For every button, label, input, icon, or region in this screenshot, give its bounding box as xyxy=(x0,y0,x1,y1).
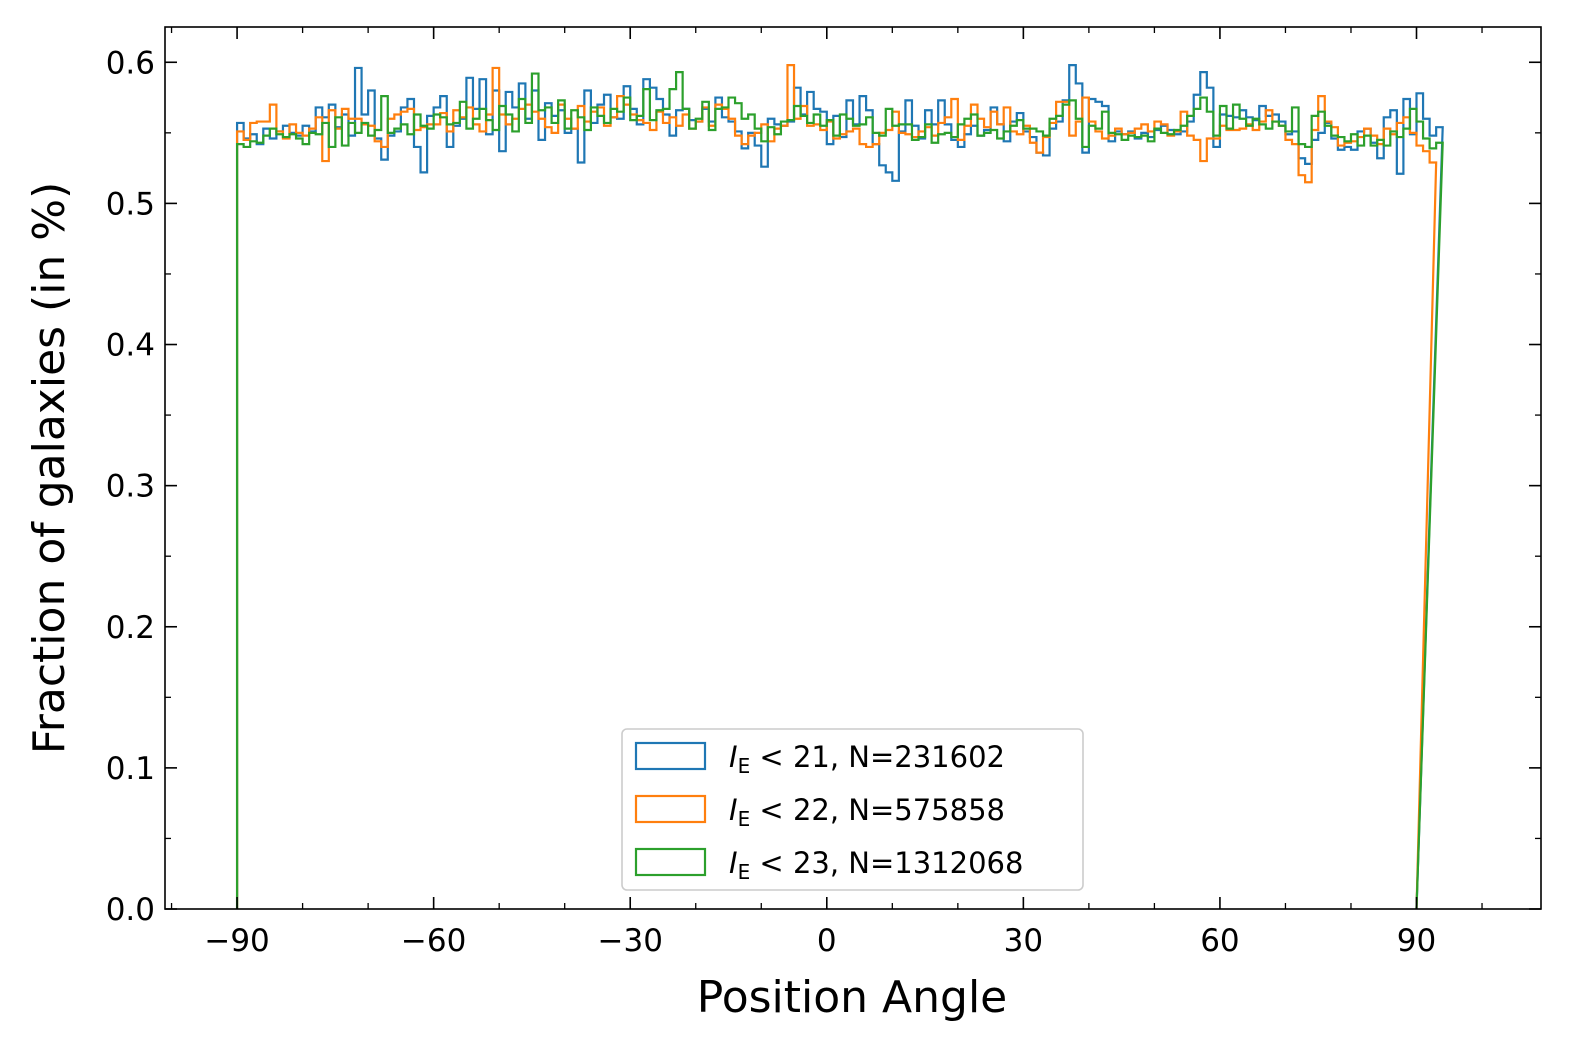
legend-swatch-2 xyxy=(634,794,707,824)
legend-frame xyxy=(621,728,1084,891)
legend: IE < 21, N=231602 IE < 22, N=575858 IE < 2… xyxy=(621,728,1084,891)
x-axis-label: Position Angle xyxy=(697,972,1008,1023)
y-axis-label: Fraction of galaxies (in %) xyxy=(24,182,75,755)
y-tick-label: 0.2 xyxy=(106,610,155,646)
x-tick-label: −30 xyxy=(598,923,663,959)
y-tick-label: 0.4 xyxy=(106,328,155,364)
x-tick-label: −90 xyxy=(204,923,269,959)
series-2-step xyxy=(235,63,1438,910)
y-tick-label: 0.5 xyxy=(106,186,155,222)
legend-label-1: IE < 21, N=231602 xyxy=(729,740,1005,778)
legend-label-3: IE < 23, N=1312068 xyxy=(729,846,1023,884)
y-tick-label: 0.1 xyxy=(106,751,155,787)
x-tick-label: 0 xyxy=(817,923,837,959)
plot-frame xyxy=(164,26,1542,910)
x-tick-label: 90 xyxy=(1397,923,1436,959)
legend-swatch-3 xyxy=(634,847,707,877)
legend-swatch-1 xyxy=(634,741,707,771)
axis-ticks: −90 −60 −30 0 30 60 90 0.0 0.1 0.2 0.3 0.4 0.5 0.6 xyxy=(106,26,1542,959)
x-tick-label: −60 xyxy=(401,923,466,959)
y-tick-label: 0.0 xyxy=(106,892,155,928)
plot-area xyxy=(235,63,1444,910)
y-tick-label: 0.6 xyxy=(106,45,155,81)
y-tick-label: 0.3 xyxy=(106,469,155,505)
series-3-step xyxy=(235,71,1444,910)
x-tick-label: 30 xyxy=(1004,923,1043,959)
x-tick-label: 60 xyxy=(1200,923,1239,959)
legend-label-2: IE < 22, N=575858 xyxy=(729,793,1005,831)
